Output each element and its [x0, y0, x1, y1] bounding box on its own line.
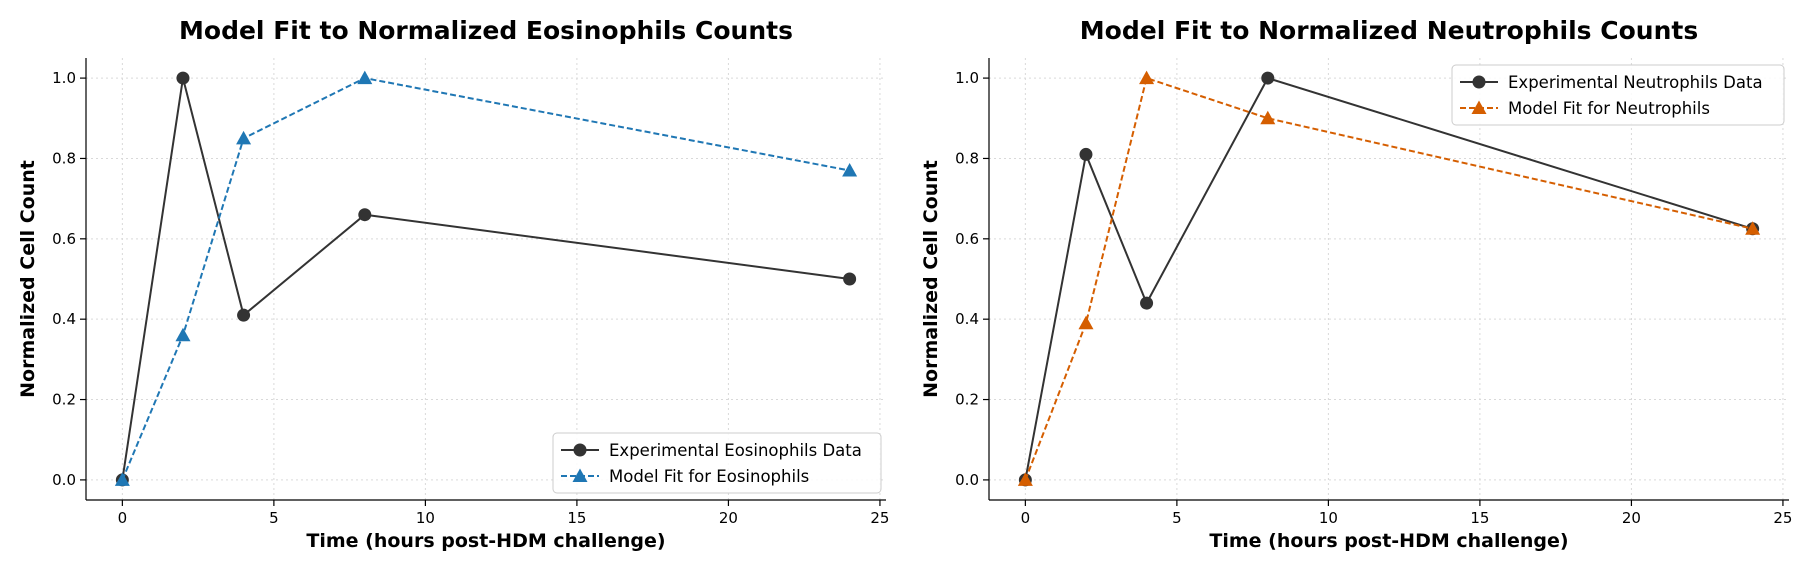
data-point [114, 472, 130, 486]
data-point [175, 327, 191, 342]
x-tick-label: 15 [567, 509, 586, 527]
series-1 [115, 71, 857, 487]
legend-box [552, 432, 882, 494]
legend-marker [1471, 100, 1487, 114]
chart-panel-1: 0 5 10 15 20 25 0.0 0.2 0.4 0.6 0.8 1.0 Model Fit to… [17, 16, 889, 552]
y-tick-label: 0.6 [955, 230, 979, 248]
series-line [1024, 76, 1753, 481]
data-point [1140, 296, 1154, 310]
x-tick-label: 15 [1470, 509, 1489, 527]
y-tick-label: 0.0 [52, 471, 76, 489]
x-tick-label: 20 [1622, 509, 1641, 527]
series-line [121, 77, 850, 481]
x-tick-label: 0 [118, 509, 128, 527]
data-point [176, 71, 190, 85]
chart-title: Model Fit to Normalized Eosinophils Coun… [179, 16, 793, 45]
x-axis-label: Time (hours post-HDM challenge) [306, 530, 665, 552]
y-tick-label: 0.2 [955, 391, 979, 409]
x-tick-label: 20 [719, 509, 738, 527]
series-1 [1018, 71, 1760, 487]
x-tick-label: 25 [1773, 509, 1792, 527]
legend-box [1451, 64, 1785, 126]
data-point [1139, 70, 1155, 85]
y-tick-label: 0.8 [955, 149, 979, 167]
data-point [842, 163, 858, 177]
y-tick-label: 0.4 [955, 310, 979, 328]
x-tick-label: 5 [269, 509, 279, 527]
y-tick-label: 1.0 [955, 69, 979, 87]
chart-title: Model Fit to Normalized Neutrophils Coun… [1080, 16, 1698, 45]
y-tick-label: 0.8 [52, 149, 76, 167]
legend-marker [572, 468, 588, 482]
x-tick-label: 10 [1319, 509, 1338, 527]
y-tick-label: 0.4 [52, 310, 76, 328]
legend-marker [1472, 75, 1486, 89]
data-point [1079, 147, 1093, 161]
series-line [121, 77, 850, 481]
data-point [1261, 71, 1275, 85]
y-tick-label: 1.0 [52, 69, 76, 87]
series-2 [1017, 70, 1761, 486]
legend-entry: Experimental Eosinophils Data [609, 441, 862, 460]
y-axis-label: Normalized Cell Count [920, 160, 942, 398]
data-point [843, 272, 857, 286]
y-tick-label: 0.0 [955, 471, 979, 489]
legend-entry: Experimental Neutrophils Data [1508, 73, 1763, 92]
chart-panel-2: 0 5 10 15 20 25 0.0 0.2 0.4 0.6 0.8 1.0 Model Fit to… [920, 16, 1792, 552]
x-tick-label: 5 [1172, 509, 1182, 527]
series-2 [114, 70, 858, 486]
data-point [357, 70, 373, 85]
data-point [358, 208, 372, 222]
series-line [1024, 76, 1753, 481]
data-point [237, 308, 251, 322]
x-tick-label: 25 [870, 509, 889, 527]
y-axis-label: Normalized Cell Count [17, 160, 39, 398]
data-point [1745, 221, 1761, 235]
legend-marker [573, 443, 587, 457]
x-axis-label: Time (hours post-HDM challenge) [1209, 530, 1568, 552]
legend-entry: Model Fit for Neutrophils [1508, 99, 1710, 118]
data-point [1260, 110, 1276, 125]
data-point [1078, 315, 1094, 330]
legend-entry: Model Fit for Eosinophils [609, 467, 809, 486]
data-point [1017, 472, 1033, 486]
x-tick-label: 0 [1021, 509, 1031, 527]
legend: Experimental Eosinophils Data Model Fit f… [552, 432, 882, 494]
y-tick-label: 0.2 [52, 391, 76, 409]
data-point [236, 130, 252, 145]
y-tick-label: 0.6 [52, 230, 76, 248]
legend: Experimental Neutrophils Data Model Fit f… [1451, 64, 1785, 126]
x-tick-label: 10 [416, 509, 435, 527]
